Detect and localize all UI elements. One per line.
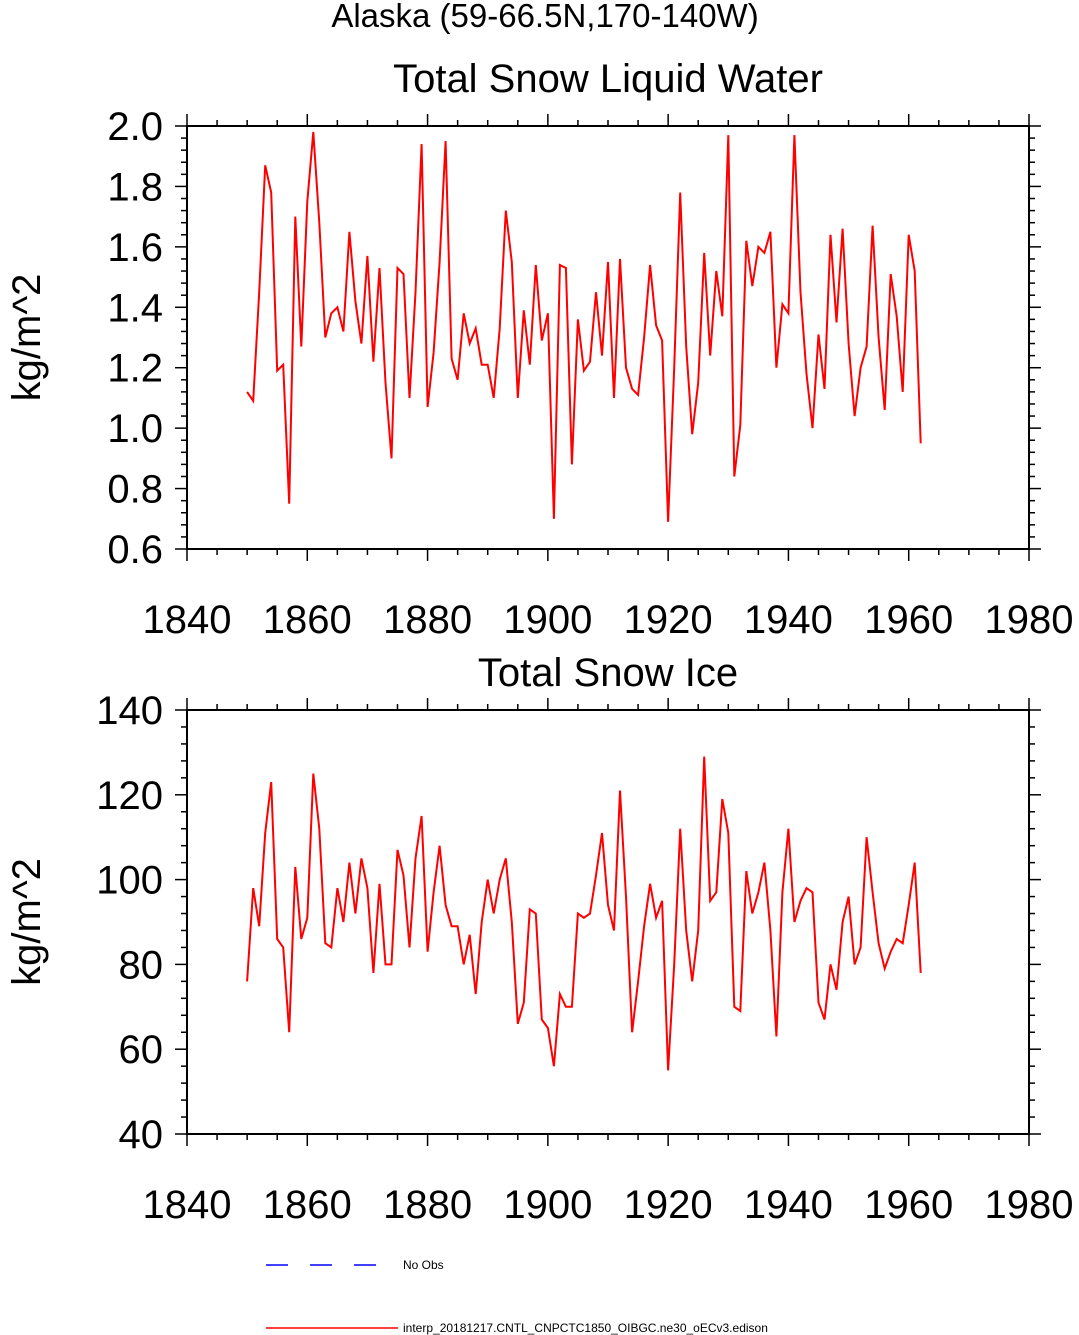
y-tick-label: 40 <box>119 1113 164 1157</box>
x-tick-label: 1840 <box>143 1183 232 1227</box>
legend: No Obs interp_20181217.CNTL_CNPCTC1850_O… <box>266 1258 768 1335</box>
y-tick-label: 140 <box>96 689 163 733</box>
y-tick-label: 1.2 <box>107 347 163 391</box>
y-axis-label: kg/m^2 <box>5 858 49 986</box>
x-tick-label: 1920 <box>624 598 713 642</box>
chart-panel-snow-ice: Total Snow Ice kg/m^2 1840 1860 1880 1900 1920… <box>5 651 1073 1227</box>
plot-frame <box>186 125 1030 550</box>
y-tick-label: 0.6 <box>107 528 163 572</box>
y-tick-label: 60 <box>119 1028 164 1072</box>
x-tick-label: 1880 <box>383 598 472 642</box>
x-tick-label: 1900 <box>503 598 592 642</box>
legend-label-no-obs: No Obs <box>403 1258 444 1272</box>
y-tick-label: 80 <box>119 943 164 987</box>
figure-title: Alaska (59-66.5N,170-140W) <box>331 0 758 34</box>
chart-title: Total Snow Liquid Water <box>393 57 823 101</box>
y-tick-label: 1.6 <box>107 226 163 270</box>
x-tick-label: 1960 <box>864 598 953 642</box>
x-tick-label: 1960 <box>864 1183 953 1227</box>
chart-panel-liquid-water: Total Snow Liquid Water kg/m^2 1840 1860 188… <box>5 57 1073 642</box>
y-tick-label: 1.8 <box>107 165 163 209</box>
x-tick-label: 1920 <box>624 1183 713 1227</box>
x-tick-label: 1980 <box>985 598 1074 642</box>
y-tick-label: 1.0 <box>107 407 163 451</box>
y-tick-label: 120 <box>96 774 163 818</box>
chart-title: Total Snow Ice <box>478 651 738 695</box>
legend-label-model: interp_20181217.CNTL_CNPCTC1850_OIBGC.ne… <box>403 1321 768 1335</box>
y-tick-label: 0.8 <box>107 468 163 512</box>
x-tick-label: 1900 <box>503 1183 592 1227</box>
x-tick-label: 1840 <box>143 598 232 642</box>
series-line-0 <box>246 131 922 522</box>
x-tick-label: 1940 <box>744 598 833 642</box>
x-tick-label: 1860 <box>263 598 352 642</box>
y-tick-label: 1.4 <box>107 286 163 330</box>
x-tick-label: 1880 <box>383 1183 472 1227</box>
series-line-0 <box>246 756 922 1071</box>
y-tick-label: 100 <box>96 859 163 903</box>
x-tick-label: 1980 <box>985 1183 1074 1227</box>
x-tick-label: 1860 <box>263 1183 352 1227</box>
y-tick-label: 2.0 <box>107 105 163 149</box>
x-tick-label: 1940 <box>744 1183 833 1227</box>
y-axis-label: kg/m^2 <box>5 274 49 402</box>
